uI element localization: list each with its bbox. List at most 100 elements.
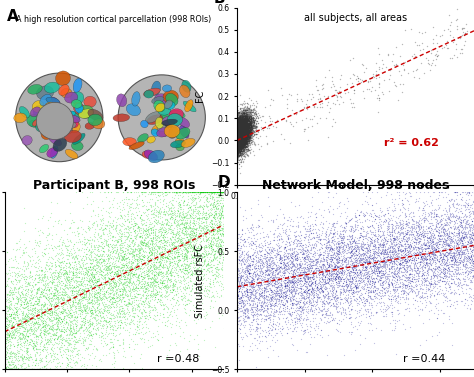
- Point: [44, 330, 52, 336]
- Point: [139, 285, 146, 291]
- Point: [237, 127, 244, 133]
- Point: [447, 234, 455, 240]
- Point: [237, 128, 245, 134]
- Point: [470, 215, 474, 221]
- Point: [472, 241, 474, 247]
- Point: [238, 130, 246, 136]
- Point: [234, 131, 241, 137]
- Point: [135, 248, 143, 254]
- Point: [144, 258, 152, 264]
- Point: [392, 292, 399, 298]
- Point: [172, 233, 179, 239]
- Point: [64, 319, 71, 325]
- Point: [245, 130, 253, 136]
- Point: [153, 217, 160, 223]
- Point: [65, 327, 73, 333]
- Point: [340, 286, 348, 292]
- Point: [233, 129, 241, 135]
- Point: [405, 262, 412, 268]
- Point: [125, 284, 132, 290]
- Point: [234, 130, 241, 136]
- Point: [234, 138, 242, 144]
- Point: [63, 260, 70, 266]
- Point: [441, 216, 449, 222]
- Point: [23, 349, 31, 355]
- Point: [443, 236, 450, 242]
- Point: [404, 235, 412, 241]
- Point: [333, 267, 340, 273]
- Point: [24, 280, 31, 287]
- Point: [346, 245, 353, 251]
- Point: [8, 289, 16, 295]
- Point: [445, 242, 452, 248]
- Point: [91, 231, 98, 237]
- Point: [249, 123, 257, 129]
- Point: [427, 250, 434, 256]
- Point: [268, 282, 275, 288]
- Point: [16, 254, 24, 261]
- Point: [241, 118, 248, 124]
- Point: [31, 305, 39, 311]
- Point: [391, 252, 399, 258]
- Point: [245, 128, 253, 134]
- Point: [409, 257, 416, 263]
- Point: [202, 220, 210, 226]
- Point: [234, 123, 242, 129]
- Point: [233, 138, 241, 144]
- Point: [234, 131, 241, 137]
- Point: [89, 310, 96, 316]
- Point: [249, 116, 256, 122]
- Point: [276, 303, 283, 310]
- Point: [234, 140, 241, 146]
- Point: [119, 340, 127, 346]
- Point: [146, 225, 154, 231]
- Point: [236, 124, 244, 130]
- Point: [220, 193, 228, 199]
- Point: [143, 254, 151, 261]
- Point: [268, 323, 275, 329]
- Point: [244, 130, 252, 136]
- Point: [25, 341, 33, 347]
- Point: [243, 124, 251, 130]
- Ellipse shape: [144, 150, 157, 161]
- Point: [237, 130, 245, 136]
- Point: [344, 241, 351, 247]
- Point: [122, 262, 129, 268]
- Point: [289, 260, 296, 266]
- Point: [216, 201, 224, 207]
- Point: [421, 248, 428, 254]
- Point: [246, 120, 254, 126]
- Point: [242, 117, 250, 123]
- Point: [426, 242, 433, 248]
- Point: [127, 216, 135, 222]
- Point: [233, 140, 241, 146]
- Point: [274, 251, 282, 257]
- Point: [283, 279, 291, 285]
- Point: [112, 301, 119, 307]
- Point: [211, 190, 219, 196]
- Point: [401, 282, 409, 288]
- Point: [20, 228, 28, 234]
- Point: [1, 364, 9, 370]
- Point: [130, 314, 138, 320]
- Point: [98, 329, 106, 336]
- Point: [241, 149, 248, 155]
- Point: [337, 265, 345, 271]
- Point: [340, 295, 347, 301]
- Point: [363, 257, 371, 263]
- Point: [234, 128, 241, 134]
- Point: [237, 131, 245, 137]
- Point: [36, 291, 44, 297]
- Point: [142, 235, 149, 241]
- Point: [363, 256, 371, 262]
- Point: [246, 125, 254, 131]
- Point: [238, 135, 246, 141]
- Ellipse shape: [85, 123, 94, 129]
- Point: [302, 306, 310, 312]
- Point: [239, 130, 247, 136]
- Point: [347, 272, 355, 278]
- Point: [241, 130, 248, 136]
- Point: [338, 259, 346, 265]
- Point: [44, 308, 51, 314]
- Point: [270, 268, 277, 274]
